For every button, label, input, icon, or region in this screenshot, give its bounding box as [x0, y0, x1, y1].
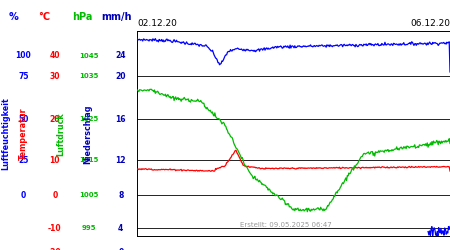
Text: 100: 100	[15, 51, 31, 60]
Text: 1025: 1025	[80, 116, 99, 122]
Text: 02.12.20: 02.12.20	[137, 19, 177, 28]
Text: Luftdruck: Luftdruck	[56, 112, 65, 156]
Text: -20: -20	[48, 248, 62, 250]
Text: 1005: 1005	[80, 192, 99, 198]
Text: 20: 20	[50, 115, 60, 124]
Text: 25: 25	[18, 156, 28, 165]
Text: Niederschlag: Niederschlag	[83, 104, 92, 164]
Text: 1045: 1045	[80, 53, 99, 59]
Text: 30: 30	[50, 72, 60, 81]
Text: 50: 50	[18, 115, 28, 124]
Text: 0: 0	[21, 191, 26, 200]
Text: 4: 4	[118, 224, 123, 232]
Text: hPa: hPa	[72, 12, 93, 22]
Text: 1035: 1035	[80, 73, 99, 79]
Text: -10: -10	[48, 224, 62, 232]
Text: 06.12.20: 06.12.20	[410, 19, 450, 28]
Text: 1015: 1015	[80, 158, 99, 164]
Text: 0: 0	[118, 248, 123, 250]
Text: 12: 12	[116, 156, 126, 165]
Text: 75: 75	[18, 72, 29, 81]
Text: Temperatur: Temperatur	[19, 108, 28, 160]
Text: 20: 20	[116, 72, 126, 81]
Text: 40: 40	[50, 51, 60, 60]
Text: Luftfeuchtigkeit: Luftfeuchtigkeit	[1, 97, 10, 170]
Text: 0: 0	[52, 191, 58, 200]
Text: 16: 16	[116, 115, 126, 124]
Text: °C: °C	[38, 12, 50, 22]
Text: 24: 24	[116, 51, 126, 60]
Text: 995: 995	[82, 225, 96, 231]
Text: Erstellt: 09.05.2025 06:47: Erstellt: 09.05.2025 06:47	[240, 222, 332, 228]
Text: 10: 10	[50, 156, 60, 165]
Text: mm/h: mm/h	[101, 12, 132, 22]
Text: 8: 8	[118, 191, 123, 200]
Text: %: %	[9, 12, 18, 22]
